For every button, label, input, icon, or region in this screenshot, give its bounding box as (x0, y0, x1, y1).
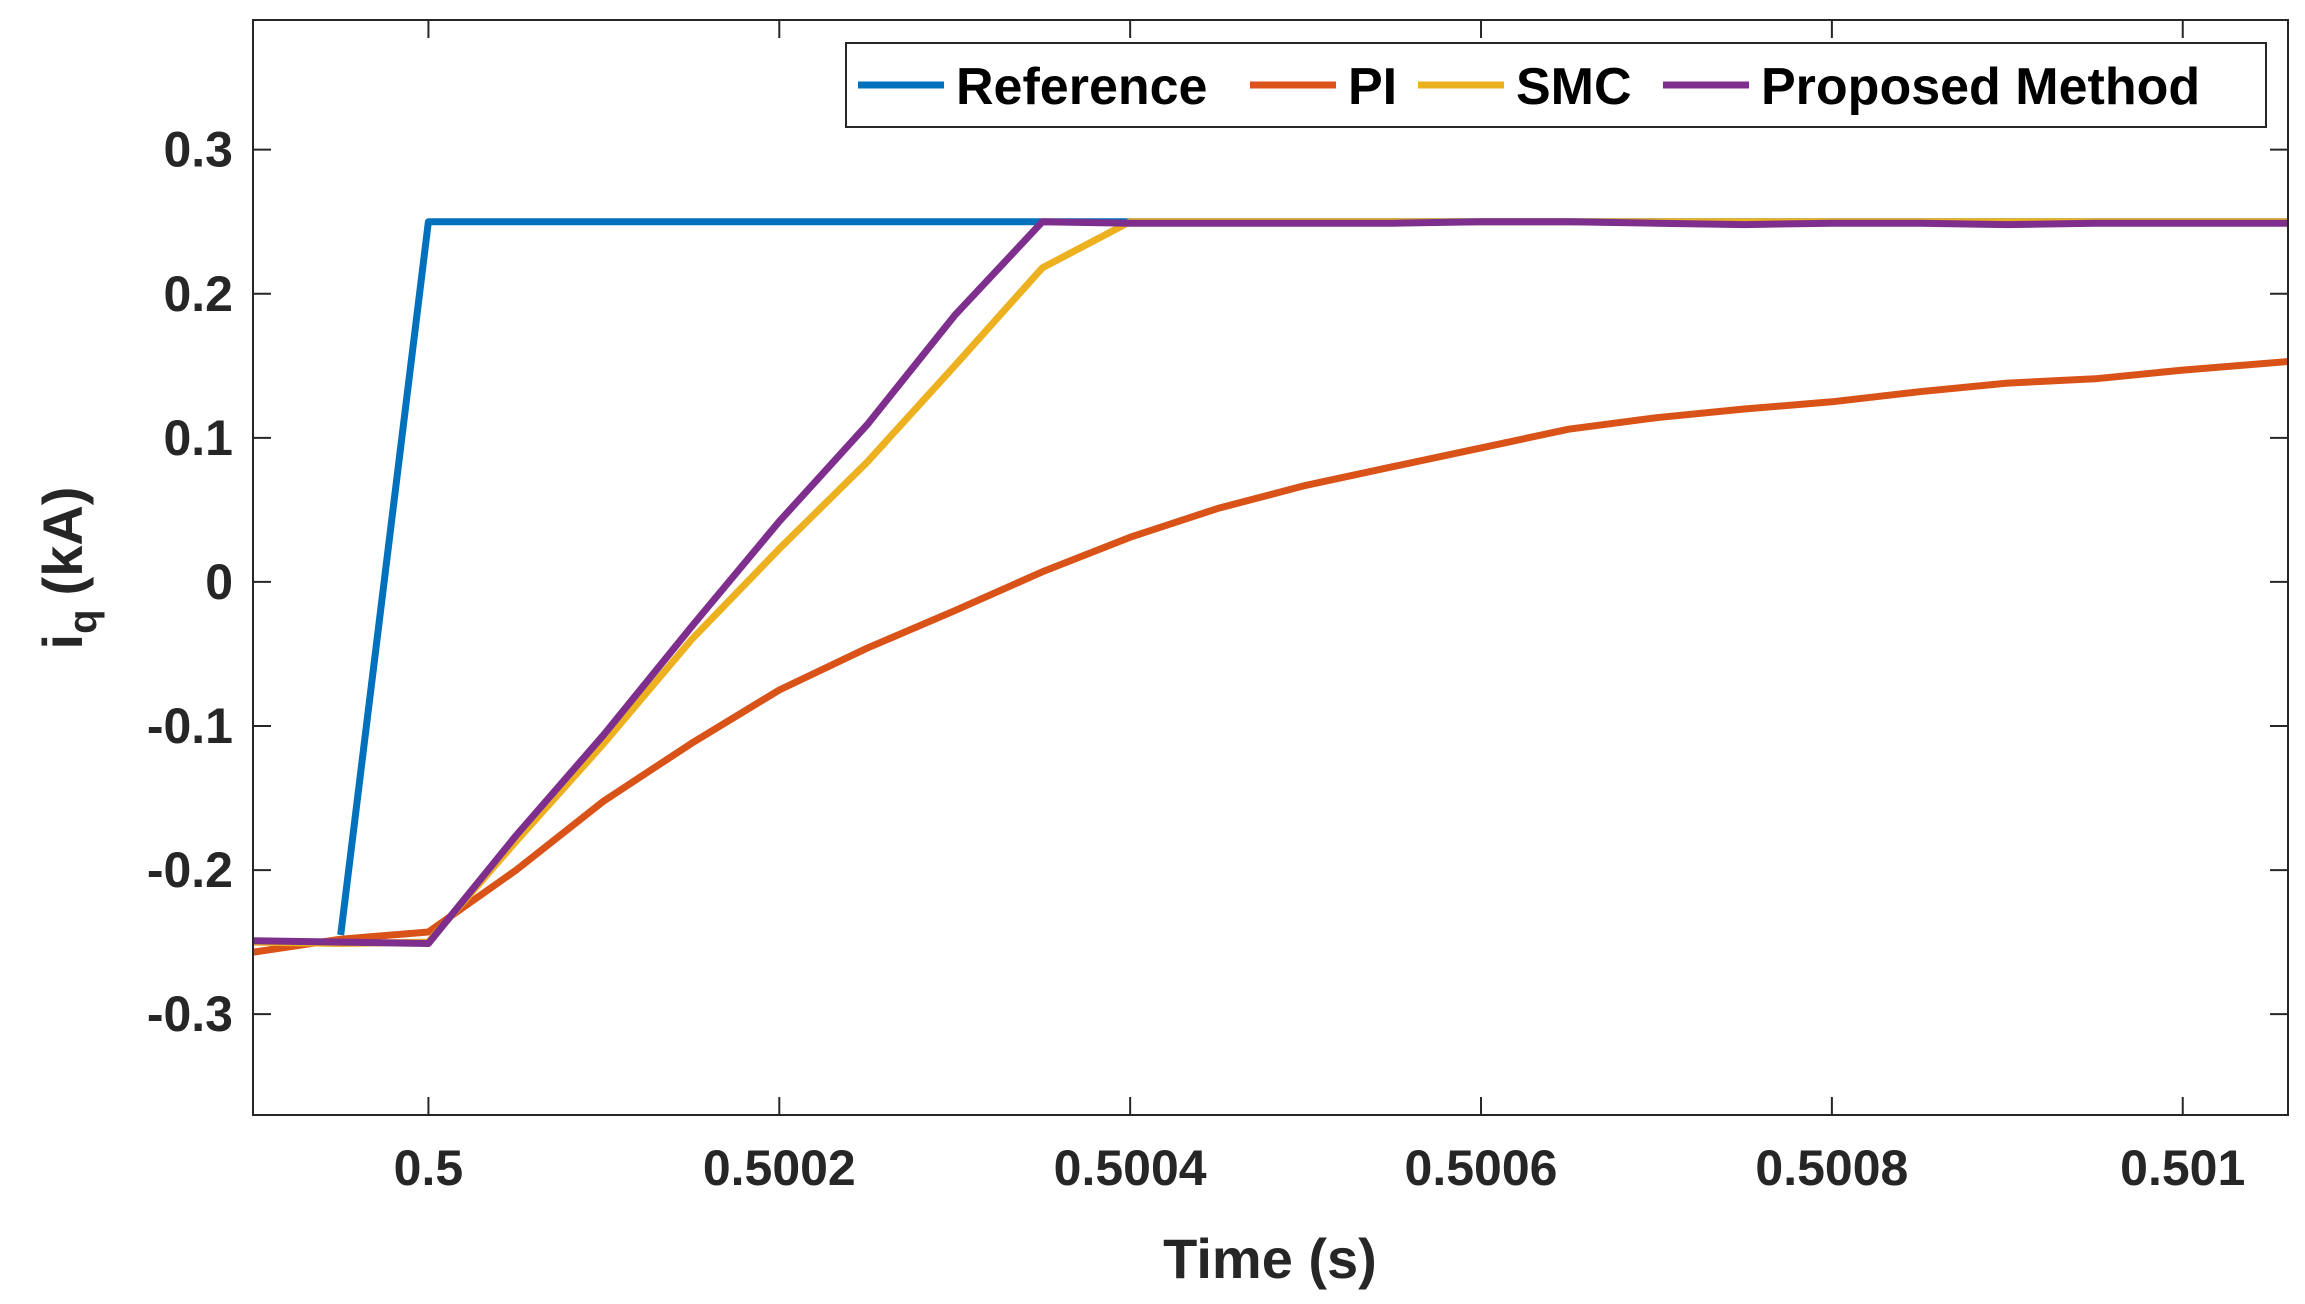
plot-area (253, 20, 2288, 1115)
legend-label-reference: Reference (956, 58, 1207, 116)
legend-label-pi: PI (1348, 58, 1397, 116)
x-tick-label: 0.5002 (703, 1140, 856, 1196)
y-tick-label: 0.2 (163, 266, 233, 322)
legend-label-proposed-method: Proposed Method (1761, 58, 2200, 116)
axes-box (252, 19, 2289, 1116)
legend-label-smc: SMC (1516, 58, 1632, 116)
series-line-pi (253, 358, 2288, 956)
series-line-proposed-method (253, 218, 2288, 947)
x-tick-label: 0.5006 (1405, 1140, 1558, 1196)
x-tick-label: 0.5008 (1755, 1140, 1908, 1196)
y-tick-label: -0.1 (147, 698, 233, 754)
y-axis-title-unit: (kA) (31, 487, 94, 596)
legend-entries: Reference PI SMC Proposed Method (858, 58, 2200, 116)
y-tick-label: 0.3 (163, 122, 233, 178)
x-tick-label: 0.501 (2120, 1140, 2245, 1196)
x-axis-ticks: 0.5 0.5002 0.5004 0.5006 0.5008 0.501 (394, 20, 2245, 1196)
y-tick-label: -0.2 (147, 842, 233, 898)
svg-text:iq(kA): iq (kA) (31, 487, 105, 650)
y-tick-label: -0.3 (147, 986, 233, 1042)
legend-box (845, 42, 2267, 128)
y-axis-title: iq (kA) (31, 487, 105, 650)
y-axis-ticks: -0.3 -0.2 -0.1 0 0.1 0.2 0.3 (147, 122, 2288, 1042)
series-layer (253, 218, 2288, 956)
y-tick-label: 0.1 (163, 410, 233, 466)
y-axis-title-main: i (31, 634, 94, 650)
x-tick-label: 0.5004 (1054, 1140, 1207, 1196)
legend: Reference PI SMC Proposed Method (845, 42, 2267, 128)
x-tick-label: 0.5 (394, 1140, 464, 1196)
y-tick-label: 0 (205, 554, 233, 610)
y-axis-title-subscript: q (61, 609, 105, 633)
x-axis-title: Time (s) (1163, 1227, 1377, 1290)
